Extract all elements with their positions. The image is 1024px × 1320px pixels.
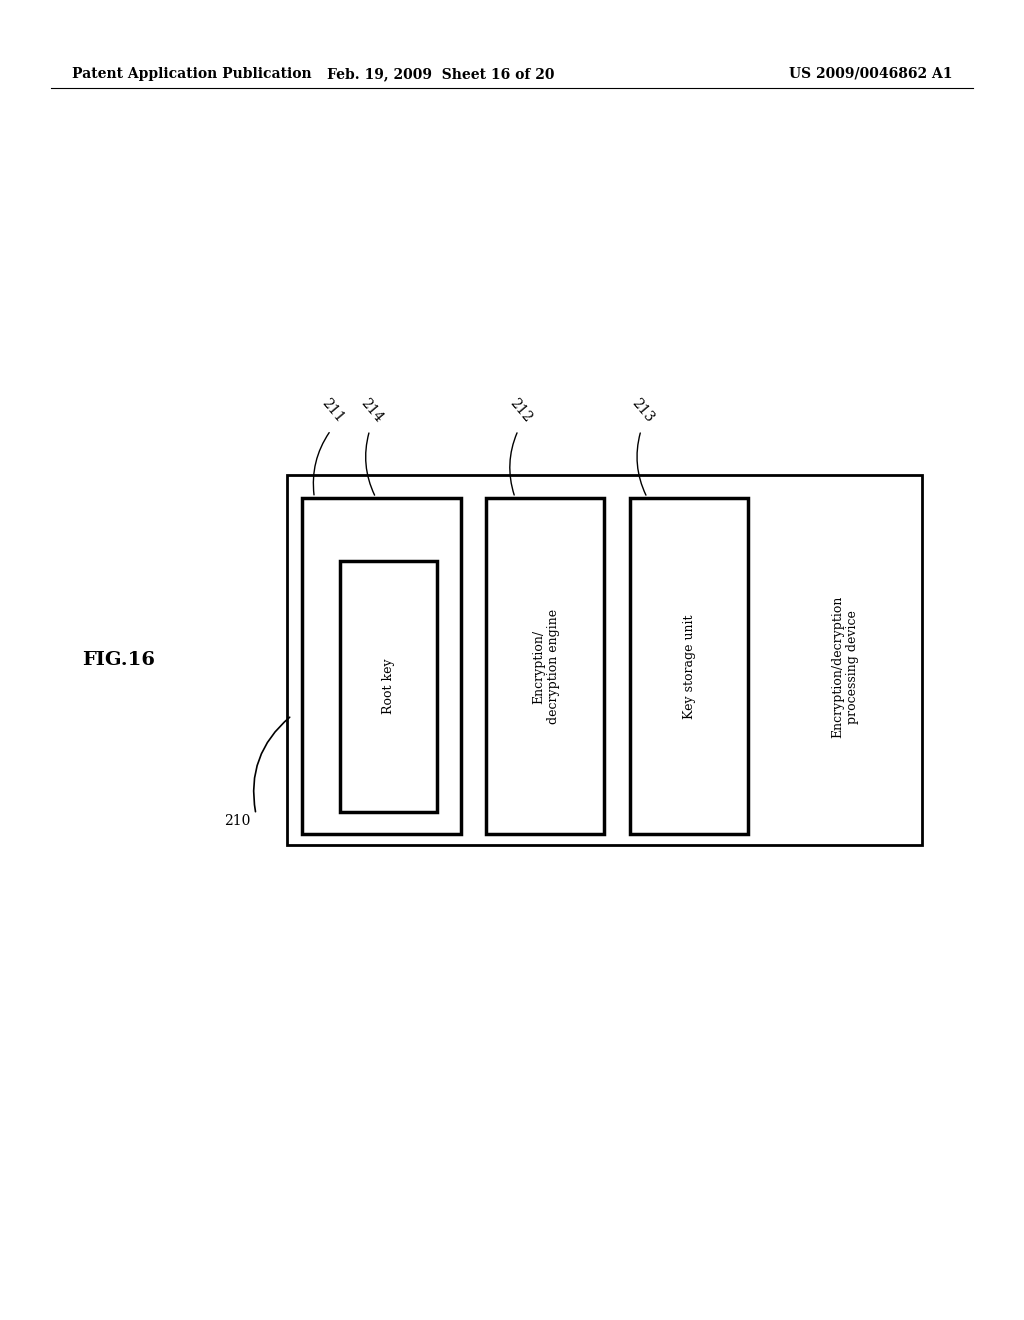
Text: Root key: Root key	[382, 659, 394, 714]
Text: 214: 214	[357, 396, 386, 425]
Text: Patent Application Publication: Patent Application Publication	[72, 67, 311, 81]
Text: 212: 212	[506, 396, 535, 425]
Bar	[302, 498, 461, 834]
Text: Encryption/
decryption engine: Encryption/ decryption engine	[531, 609, 560, 725]
Text: 213: 213	[629, 396, 657, 425]
Text: US 2009/0046862 A1: US 2009/0046862 A1	[788, 67, 952, 81]
Text: Nonvolatile memory: Nonvolatile memory	[376, 602, 388, 731]
Text: 210: 210	[224, 814, 251, 828]
Bar	[287, 475, 922, 845]
Text: 211: 211	[318, 396, 347, 425]
Text: FIG.16: FIG.16	[82, 651, 155, 669]
Bar	[486, 498, 604, 834]
Bar	[340, 561, 437, 812]
Text: Key storage unit: Key storage unit	[683, 614, 695, 719]
Bar	[630, 498, 748, 834]
Text: Encryption/decryption
processing device: Encryption/decryption processing device	[830, 595, 859, 738]
Text: Feb. 19, 2009  Sheet 16 of 20: Feb. 19, 2009 Sheet 16 of 20	[327, 67, 554, 81]
